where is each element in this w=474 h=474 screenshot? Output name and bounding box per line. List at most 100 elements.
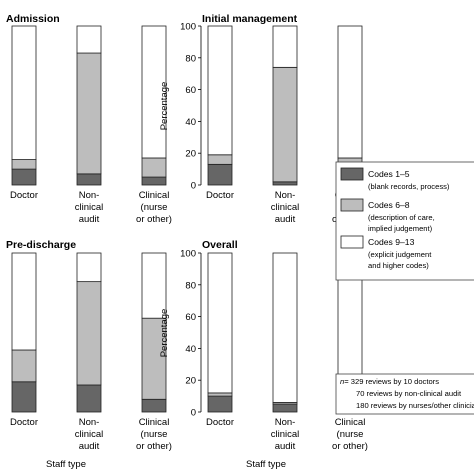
legend-sublabel: implied judgement)	[368, 224, 433, 233]
bar-segment	[11, 168, 37, 186]
bar-segment	[141, 176, 167, 186]
legend-sublabel: (explicit judgement	[368, 250, 432, 259]
bar-segment	[207, 392, 233, 397]
x-axis-label: Staff type	[246, 459, 286, 470]
category-label: Doctor	[206, 190, 234, 201]
bar-segment	[141, 398, 167, 413]
bar-segment	[11, 159, 37, 170]
y-tick-label: 80	[185, 280, 196, 291]
category-label: or other)	[136, 441, 172, 452]
category-label: (nurse	[141, 202, 168, 213]
bar-segment	[207, 395, 233, 413]
bar-segment	[207, 163, 233, 186]
bar-segment	[76, 252, 102, 283]
bar-segment	[141, 157, 167, 178]
bar-segment	[141, 252, 167, 319]
category-label: Doctor	[10, 190, 38, 201]
bar-segment	[76, 52, 102, 175]
legend-label: Codes 6–8	[368, 200, 410, 210]
y-tick-label: 100	[180, 22, 196, 33]
note-line-1: n= 329 reviews by 10 doctors	[340, 377, 439, 386]
bar-segment	[207, 252, 233, 394]
y-tick-label: 20	[185, 149, 196, 160]
category-label: clinical	[271, 429, 300, 440]
note-text: = 329 reviews by 10 doctors	[344, 377, 439, 386]
legend-label: Codes 1–5	[368, 169, 410, 179]
y-tick-label: 60	[185, 312, 196, 323]
panel-title: Pre-discharge	[6, 239, 76, 251]
legend-swatch-high	[340, 235, 364, 249]
legend-swatch-mid	[340, 198, 364, 212]
y-tick-label: 80	[185, 53, 196, 64]
note-n: n	[340, 377, 344, 386]
legend-label: Codes 9–13	[368, 237, 415, 247]
panel-title: Admission	[6, 13, 60, 25]
bar-segment	[272, 403, 298, 413]
category-label: (nurse	[141, 429, 168, 440]
category-label: Doctor	[10, 417, 38, 428]
note-line-3: 180 reviews by nurses/other clinicians	[356, 401, 474, 410]
category-label: Doctor	[206, 417, 234, 428]
legend-swatch-low	[340, 167, 364, 181]
bar-segment	[141, 25, 167, 159]
legend: Codes 1–5 (blank records, process) Codes…	[335, 161, 474, 281]
bar-segment	[11, 381, 37, 413]
legend-sublabel: (blank records, process)	[368, 182, 450, 191]
category-label: audit	[79, 441, 100, 452]
bar-segment	[272, 66, 298, 183]
bar-segment	[272, 25, 298, 68]
bar-segment	[272, 252, 298, 403]
bars	[207, 25, 363, 186]
y-tick-label: 0	[191, 181, 196, 192]
bar-segment	[337, 25, 363, 159]
category-label: (nurse	[337, 429, 364, 440]
bar-segment	[207, 154, 233, 165]
legend-sublabel: and higher codes)	[368, 261, 429, 270]
bar-segment	[11, 349, 37, 383]
category-label: clinical	[75, 202, 104, 213]
category-label: audit	[275, 214, 296, 225]
legend-sublabel: (description of care,	[368, 213, 435, 222]
bar-segment	[141, 317, 167, 400]
y-ticks: 0 20 40 60 80 100	[180, 249, 202, 419]
bar-segment	[272, 181, 298, 186]
y-axis-label: Percentage	[159, 309, 170, 358]
note-line-2: 70 reviews by non-clinical audit	[356, 389, 462, 398]
category-label: Non-	[275, 417, 296, 428]
bars	[11, 252, 167, 413]
category-label: Non-	[79, 190, 100, 201]
y-ticks: 0 20 40 60 80 100	[180, 22, 202, 192]
legend-box	[335, 161, 474, 281]
y-tick-label: 40	[185, 344, 196, 355]
category-label: Clinical	[139, 417, 170, 428]
bar-segment	[76, 173, 102, 186]
category-label: Non-	[79, 417, 100, 428]
category-label: Clinical	[139, 190, 170, 201]
bar-segment	[11, 252, 37, 351]
y-tick-label: 100	[180, 249, 196, 260]
y-tick-label: 0	[191, 408, 196, 419]
bar-segment	[76, 25, 102, 54]
bar-segment	[207, 25, 233, 156]
y-tick-label: 60	[185, 85, 196, 96]
bar-segment	[76, 384, 102, 413]
category-label: audit	[275, 441, 296, 452]
sample-size-note: n= 329 reviews by 10 doctors 70 reviews …	[335, 373, 474, 415]
category-label: Clinical	[335, 417, 366, 428]
category-label: Non-	[275, 190, 296, 201]
bar-segment	[11, 25, 37, 160]
x-axis-label: Staff type	[46, 459, 86, 470]
bar-segment	[76, 281, 102, 386]
category-label: or other)	[136, 214, 172, 225]
panel-title: Initial management	[202, 13, 298, 25]
note-box	[335, 373, 474, 415]
category-label: clinical	[271, 202, 300, 213]
panel-title: Overall	[202, 239, 238, 251]
category-label: or other)	[332, 441, 368, 452]
y-tick-label: 20	[185, 376, 196, 387]
